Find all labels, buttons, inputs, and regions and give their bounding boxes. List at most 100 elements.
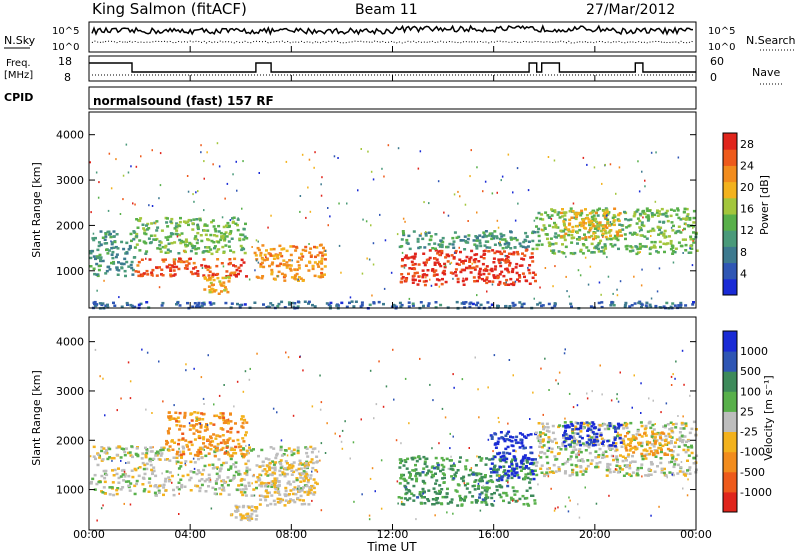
data-cell [104, 469, 108, 473]
data-cell [224, 224, 228, 227]
data-cell [255, 507, 259, 510]
nave-tick-top: 60 [710, 55, 724, 68]
data-cell [300, 503, 304, 506]
data-cell [291, 259, 293, 262]
data-cell [453, 386, 455, 389]
data-cell [434, 269, 438, 272]
data-cell [640, 435, 644, 438]
data-cell [648, 446, 652, 450]
data-cell [286, 493, 290, 497]
data-cell [134, 270, 138, 273]
data-cell [687, 251, 691, 254]
data-cell [499, 455, 503, 459]
data-cell [561, 208, 564, 211]
data-cell [625, 247, 629, 251]
data-cell [591, 218, 595, 221]
data-cell [476, 294, 478, 297]
data-cell [392, 303, 395, 307]
data-cell [533, 231, 537, 234]
data-cell [651, 430, 654, 433]
data-cell [204, 266, 208, 269]
data-cell [659, 461, 663, 465]
data-cell [98, 253, 102, 257]
data-cell [567, 443, 571, 447]
data-cell [411, 278, 415, 281]
data-cell [655, 211, 659, 214]
data-cell [426, 304, 430, 307]
data-cell [200, 473, 204, 476]
data-cell [447, 467, 450, 470]
data-cell [108, 456, 112, 459]
data-cell [476, 166, 478, 169]
data-cell [608, 422, 612, 425]
data-cell [512, 191, 514, 194]
data-cell [295, 477, 299, 480]
data-cell [547, 475, 550, 478]
data-cell [182, 452, 186, 456]
data-cell [198, 479, 202, 483]
data-cell [529, 256, 533, 259]
colorbar-swatch [723, 149, 737, 166]
data-cell [637, 441, 640, 445]
data-cell [550, 217, 553, 220]
data-cell [311, 461, 315, 465]
data-cell [603, 423, 607, 426]
data-cell [640, 466, 643, 470]
data-cell [202, 397, 205, 400]
data-cell [210, 287, 214, 291]
data-cell [455, 490, 459, 493]
data-cell [612, 304, 616, 307]
data-cell [614, 468, 617, 471]
data-cell [689, 394, 691, 397]
data-cell [464, 203, 467, 206]
data-cell [145, 250, 149, 253]
data-cell [585, 214, 589, 217]
data-cell [663, 229, 667, 233]
data-cell [306, 463, 310, 467]
data-cell [671, 229, 675, 232]
data-cell [193, 302, 197, 305]
data-cell [688, 466, 692, 469]
data-cell [677, 415, 679, 417]
data-cell [488, 458, 492, 461]
data-cell [429, 238, 433, 241]
data-cell [239, 445, 243, 448]
data-cell [317, 275, 321, 278]
data-cell [282, 275, 286, 279]
data-cell [616, 218, 620, 221]
data-cell [587, 230, 591, 234]
data-cell [642, 209, 646, 213]
data-cell [234, 452, 238, 455]
data-cell [525, 465, 528, 468]
data-cell [180, 483, 184, 487]
data-cell [372, 301, 376, 304]
data-cell [95, 303, 99, 306]
data-cell [270, 263, 274, 266]
data-cell [192, 457, 195, 460]
data-cell [277, 480, 281, 483]
data-cell [409, 472, 412, 476]
data-cell [660, 207, 664, 211]
data-cell [588, 229, 592, 232]
data-cell [464, 467, 468, 471]
data-cell [571, 210, 575, 213]
data-cell [553, 304, 557, 308]
data-cell [214, 437, 218, 440]
data-cell [222, 416, 226, 419]
data-cell [187, 223, 190, 227]
data-cell [396, 480, 399, 483]
data-cell [419, 301, 423, 304]
data-cell [584, 236, 588, 239]
data-cell [674, 441, 677, 444]
data-cell [692, 239, 694, 242]
data-cell [273, 466, 277, 469]
data-cell [454, 474, 457, 478]
colorbar-swatch [723, 411, 737, 432]
data-cell [610, 454, 614, 458]
data-cell [218, 280, 222, 283]
data-cell [464, 239, 468, 243]
data-cell [298, 490, 302, 493]
data-cell [567, 233, 571, 237]
data-cell [163, 246, 167, 249]
data-cell [601, 225, 605, 228]
